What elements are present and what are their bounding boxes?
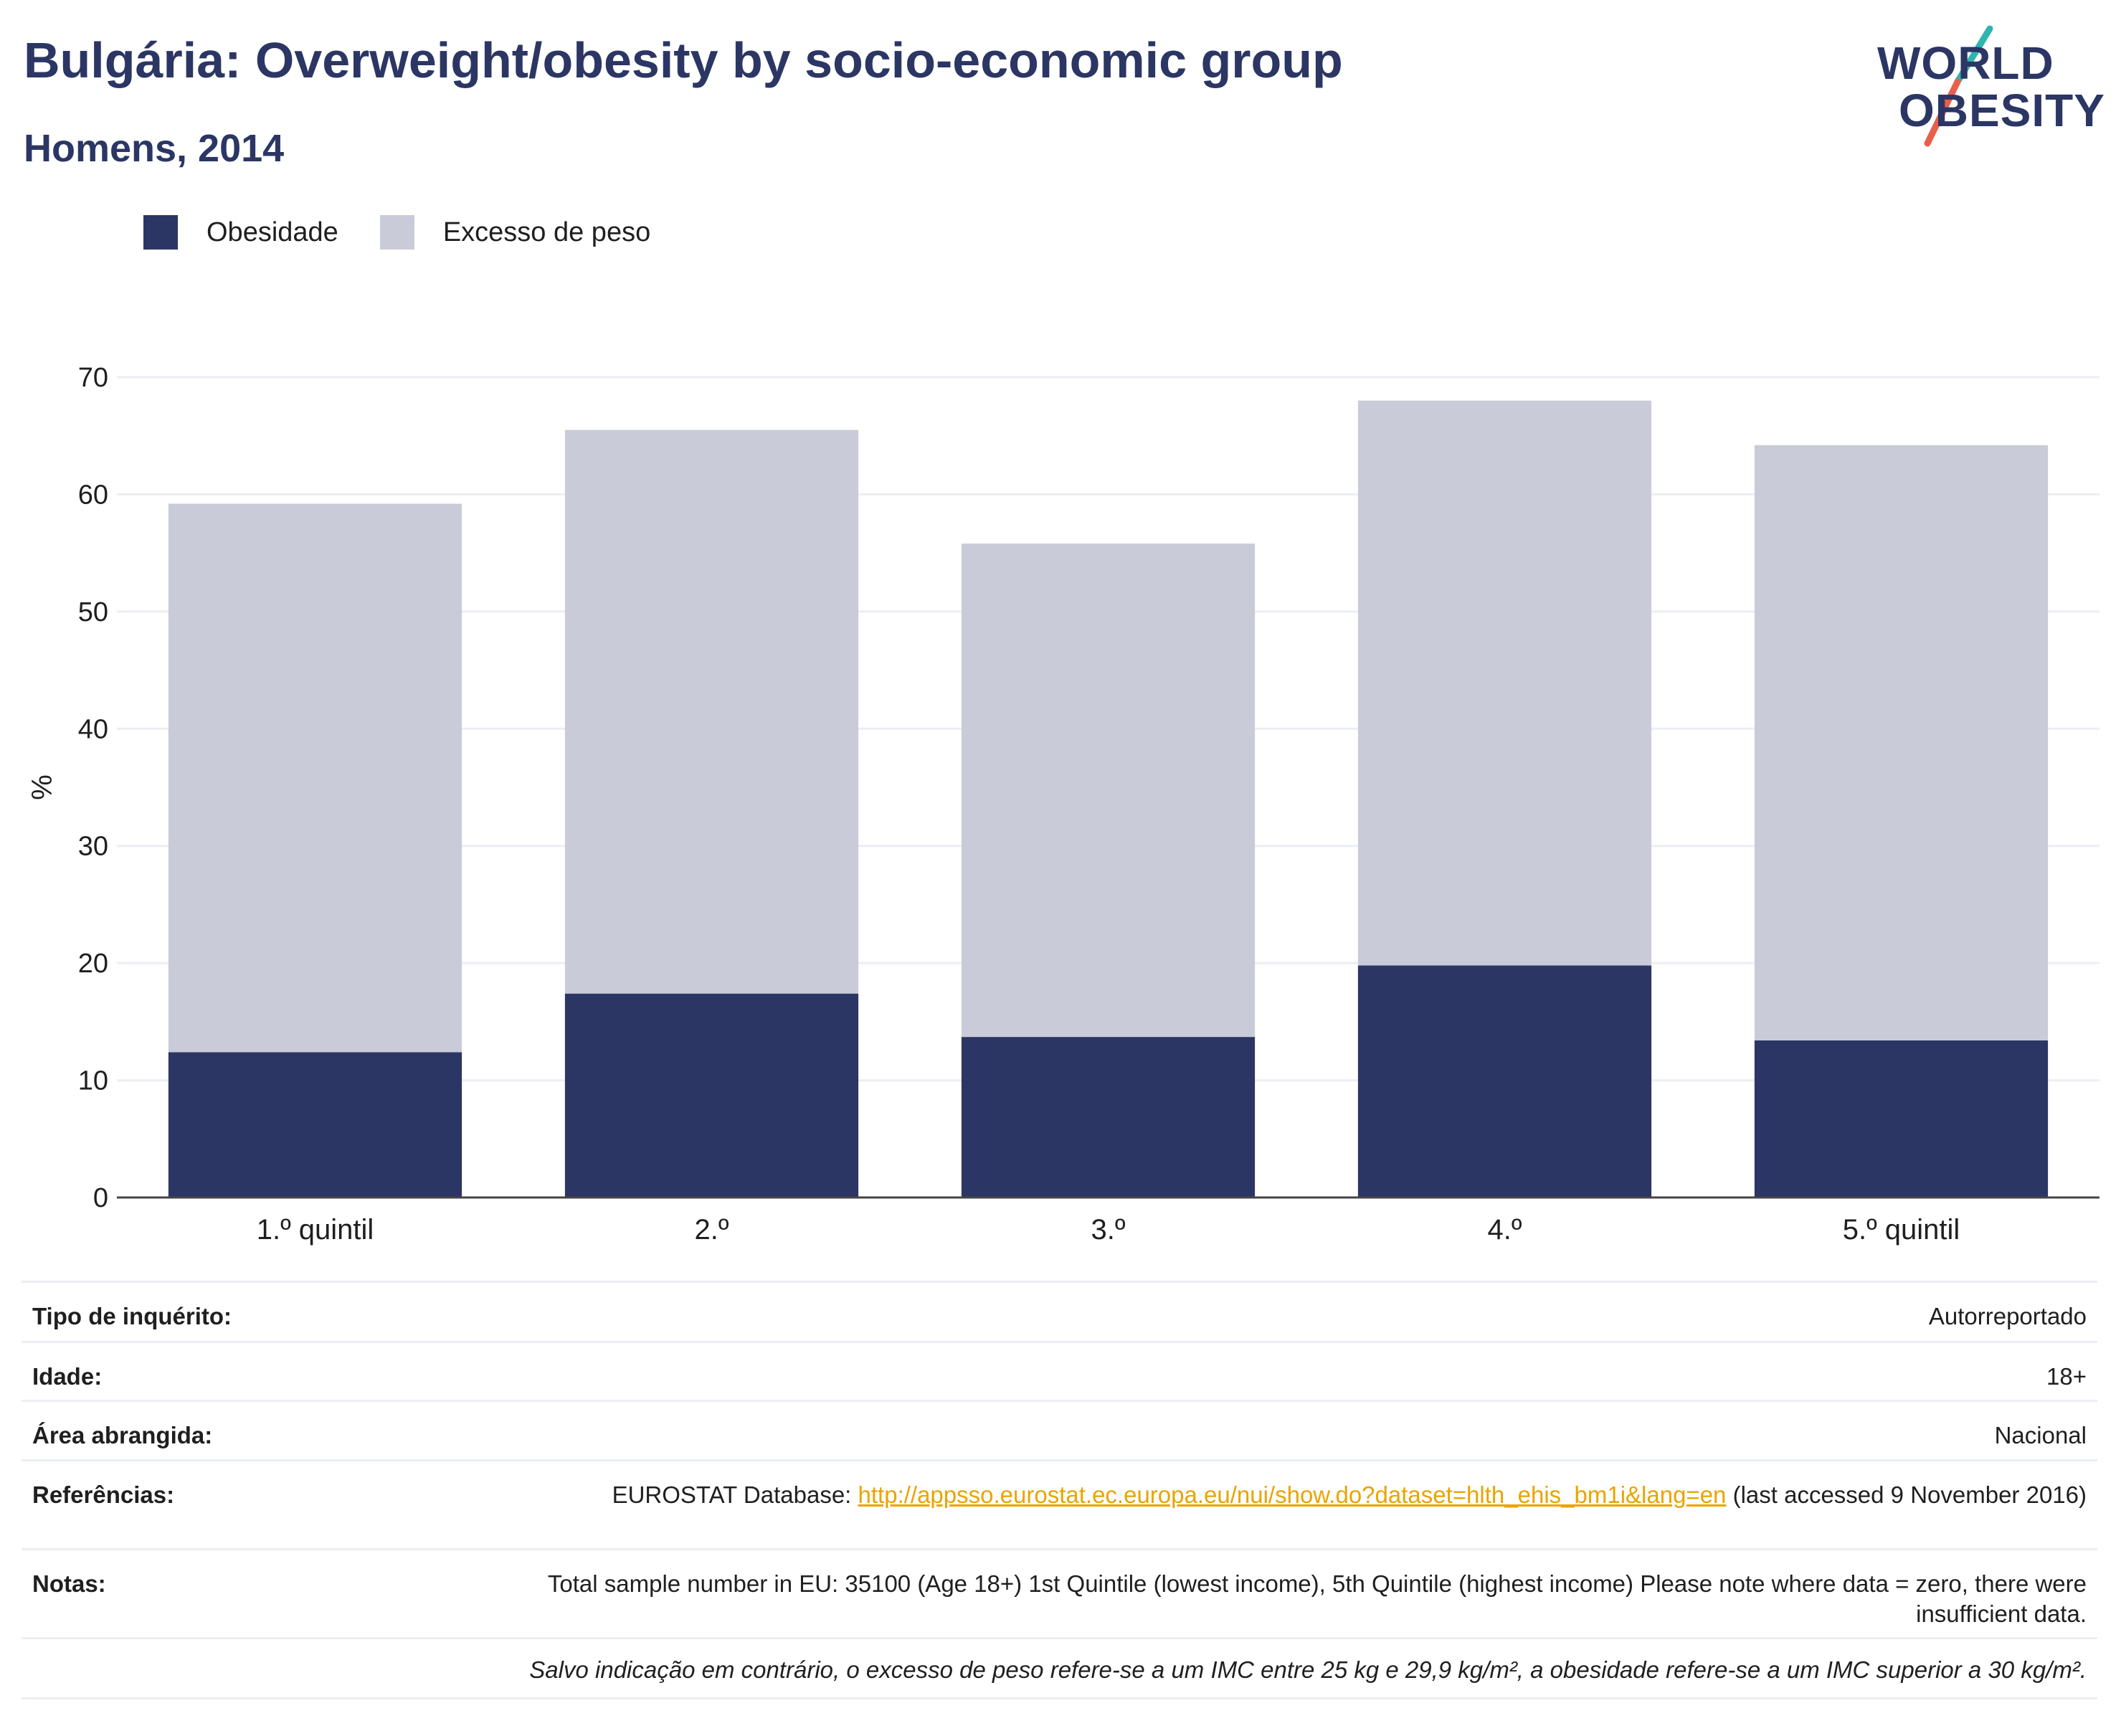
reference-link[interactable]: http://appsso.eurostat.ec.europa.eu/nui/… xyxy=(858,1481,1727,1508)
info-row-area: Área abrangida: Nacional xyxy=(22,1402,2097,1461)
logo-line-2: OBESITY xyxy=(1899,85,2105,136)
info-key-area: Área abrangida: xyxy=(32,1422,213,1448)
bar-excesso-de-peso-5 xyxy=(1754,445,2049,1041)
chart-subtitle: Homens, 2014 xyxy=(24,127,285,170)
bar-chart: 0 10 20 30 40 50 60 70% 1.º quintil 2.º 3.º 4.º 5.º … xyxy=(27,363,2099,1246)
y-tick-label-70: 70 xyxy=(78,363,108,393)
bmi-footnote: Salvo indicação em contrário, o excesso … xyxy=(22,1639,2097,1699)
world-obesity-logo: WORLD OBESITY xyxy=(1864,22,2108,151)
bar-obesidade-3 xyxy=(961,1037,1256,1197)
x-tick-label-5: 5.º quintil xyxy=(1843,1214,1960,1246)
bar-excesso-de-peso-2 xyxy=(564,430,859,994)
y-tick-label-20: 20 xyxy=(78,949,108,979)
info-value-area: Nacional xyxy=(1994,1422,2087,1448)
info-row-references: Referências: EUROSTAT Database: http://a… xyxy=(22,1461,2097,1550)
legend-item-excesso-de-peso[interactable]: Excesso de peso xyxy=(379,215,651,250)
info-table: Tipo de inquérito: Autorreportado Idade:… xyxy=(22,1281,2097,1699)
legend-item-obesidade[interactable]: Obesidade xyxy=(143,215,338,250)
legend-swatch-obesidade xyxy=(143,215,178,250)
y-tick-label-40: 40 xyxy=(78,714,108,744)
legend-label-obesidade: Obesidade xyxy=(207,217,338,247)
y-tick-label-50: 50 xyxy=(78,597,108,627)
y-tick-label-0: 0 xyxy=(93,1183,108,1213)
logo-line-1: WORLD xyxy=(1877,37,2054,89)
x-tick-label-4: 4.º xyxy=(1488,1214,1522,1246)
bar-obesidade-1 xyxy=(168,1052,462,1197)
bar-excesso-de-peso-3 xyxy=(961,544,1256,1038)
reference-suffix: (last accessed 9 November 2016) xyxy=(1726,1481,2087,1508)
legend-label-excesso-de-peso: Excesso de peso xyxy=(442,217,651,247)
info-row-survey-type: Tipo de inquérito: Autorreportado xyxy=(22,1283,2097,1343)
bar-obesidade-2 xyxy=(564,993,859,1197)
info-row-age: Idade: 18+ xyxy=(22,1343,2097,1402)
y-axis-label: % xyxy=(27,774,58,800)
bar-excesso-de-peso-1 xyxy=(168,503,462,1053)
bar-excesso-de-peso-4 xyxy=(1357,400,1652,966)
chart-legend: Obesidade Excesso de peso xyxy=(143,212,692,252)
y-tick-label-60: 60 xyxy=(78,480,108,510)
info-key-references: Referências: xyxy=(32,1481,175,1508)
info-key-age: Idade: xyxy=(32,1363,103,1390)
info-value-notes: Total sample number in EU: 35100 (Age 18… xyxy=(547,1570,2087,1627)
x-tick-label-3: 3.º xyxy=(1091,1214,1126,1246)
info-value-references: EUROSTAT Database: http://appsso.eurosta… xyxy=(612,1480,2087,1510)
x-tick-label-2: 2.º xyxy=(695,1214,729,1246)
info-key-survey-type: Tipo de inquérito: xyxy=(32,1303,232,1329)
info-key-notes: Notas: xyxy=(32,1570,106,1597)
bar-obesidade-5 xyxy=(1754,1040,2049,1197)
info-value-survey-type: Autorreportado xyxy=(1928,1303,2087,1329)
info-value-age: 18+ xyxy=(2046,1363,2087,1390)
y-tick-label-10: 10 xyxy=(78,1066,108,1096)
y-tick-label-30: 30 xyxy=(78,832,108,862)
chart-title: Bulgária: Overweight/obesity by socio-ec… xyxy=(24,32,1343,88)
logo-slash-icon xyxy=(1924,25,1993,147)
x-tick-label-1: 1.º quintil xyxy=(257,1214,374,1246)
legend-swatch-excesso-de-peso xyxy=(379,215,414,250)
reference-prefix: EUROSTAT Database: xyxy=(612,1481,858,1508)
bar-obesidade-4 xyxy=(1357,965,1652,1197)
info-row-notes: Notas: Total sample number in EU: 35100 … xyxy=(22,1550,2097,1639)
